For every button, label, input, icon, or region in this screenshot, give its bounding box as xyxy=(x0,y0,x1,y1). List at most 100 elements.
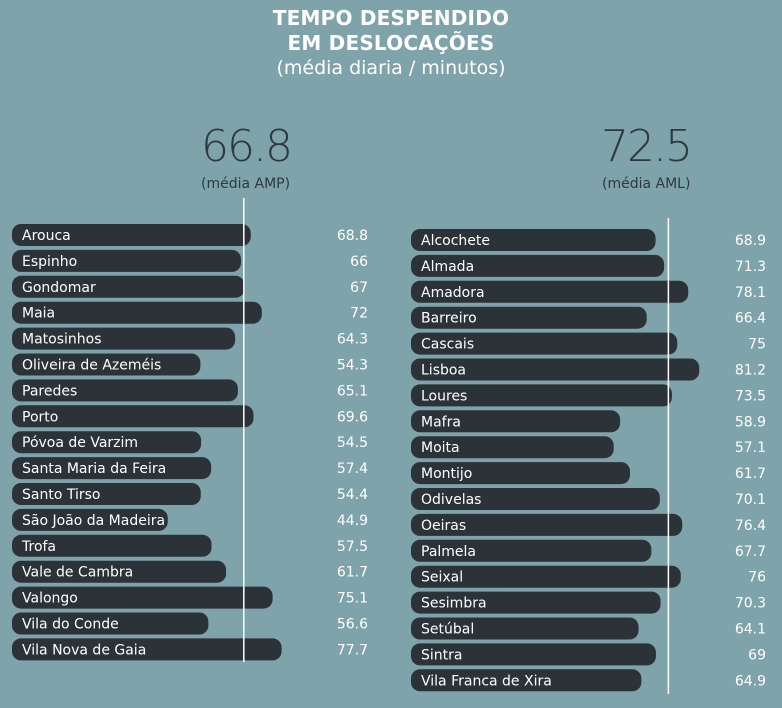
amp-bar-value-label: 44.9 xyxy=(337,513,368,529)
aml-bar xyxy=(411,436,614,459)
amp-average-label: (média AMP) xyxy=(201,176,291,192)
aml-bar-category-label: Almada xyxy=(421,259,474,275)
aml-bar-value-label: 69 xyxy=(748,647,766,663)
amp-bar-chart: Arouca 68.8 Espinho 66 Gondomar 67 Maia 72 Matos… xyxy=(12,198,368,662)
aml-bar-value-label: 73.5 xyxy=(735,388,766,404)
amp-bar-value-label: 67 xyxy=(350,280,368,296)
aml-bar-category-label: Mafra xyxy=(421,414,461,430)
amp-bar xyxy=(12,638,282,661)
amp-bar xyxy=(12,431,202,454)
amp-bar-value-label: 77.7 xyxy=(337,642,368,658)
aml-bar xyxy=(411,410,621,433)
aml-bar-value-label: 70.1 xyxy=(735,492,766,508)
aml-bar xyxy=(411,513,683,536)
aml-bar-category-label: Loures xyxy=(421,388,467,404)
aml-bar-value-label: 75 xyxy=(748,337,766,353)
amp-bar-value-label: 68.8 xyxy=(337,228,368,244)
amp-bar-value-label: 54.3 xyxy=(337,358,368,374)
aml-bar xyxy=(411,617,639,640)
aml-bar-value-label: 64.1 xyxy=(735,622,766,638)
amp-bar-category-label: Vila Nova de Gaia xyxy=(22,642,146,658)
amp-bar-value-label: 56.6 xyxy=(337,617,368,633)
amp-bar xyxy=(12,224,251,246)
aml-average-value: 72.5 xyxy=(601,121,693,172)
aml-bar-category-label: Alcochete xyxy=(421,233,490,249)
amp-bar xyxy=(12,379,238,402)
amp-bar xyxy=(12,457,212,480)
amp-bar xyxy=(12,327,236,350)
chart-title-line-2: EM DESLOCAÇÕES xyxy=(287,31,495,55)
amp-bar-category-label: Oliveira de Azeméis xyxy=(22,358,161,374)
amp-bar-value-label: 64.3 xyxy=(337,332,368,348)
aml-bar-value-label: 61.7 xyxy=(735,466,766,482)
amp-bar-category-label: Valongo xyxy=(22,591,78,607)
amp-bar xyxy=(12,353,201,376)
aml-bar-value-label: 78.1 xyxy=(735,285,766,301)
amp-bar xyxy=(12,612,209,635)
aml-bar-value-label: 68.9 xyxy=(735,233,766,249)
aml-bar-value-label: 66.4 xyxy=(735,311,766,327)
aml-bar xyxy=(411,643,656,666)
aml-bar-value-label: 67.7 xyxy=(735,544,766,560)
amp-bar xyxy=(12,560,227,583)
amp-bar-category-label: Santo Tirso xyxy=(22,487,100,503)
aml-bar xyxy=(411,384,672,407)
amp-bar-category-label: Paredes xyxy=(22,383,77,399)
aml-bar-category-label: Sesimbra xyxy=(421,596,487,612)
aml-bar xyxy=(411,539,652,562)
aml-bar-category-label: Setúbal xyxy=(421,622,474,638)
aml-bar-value-label: 64.9 xyxy=(735,673,766,689)
aml-bar-category-label: Oeiras xyxy=(421,518,466,534)
amp-bar-category-label: Arouca xyxy=(22,228,71,244)
amp-bar-value-label: 65.1 xyxy=(337,383,368,399)
amp-bar-value-label: 54.4 xyxy=(337,487,368,503)
aml-bar xyxy=(411,488,660,510)
amp-bar-category-label: São João da Madeira xyxy=(22,513,165,529)
aml-bar-category-label: Montijo xyxy=(421,466,472,482)
amp-bar-value-label: 54.5 xyxy=(337,435,368,451)
amp-bar-value-label: 69.6 xyxy=(337,409,368,425)
amp-bar xyxy=(12,249,242,272)
amp-bar-value-label: 75.1 xyxy=(337,591,368,607)
aml-bar xyxy=(411,280,689,303)
aml-bar xyxy=(411,306,647,329)
amp-bar xyxy=(12,586,273,609)
aml-bar-category-label: Odivelas xyxy=(421,492,481,508)
aml-bar xyxy=(411,254,665,277)
amp-bar-category-label: Santa Maria da Feira xyxy=(22,461,166,477)
aml-bar-category-label: Cascais xyxy=(421,337,474,353)
amp-average-value: 66.8 xyxy=(201,121,293,172)
amp-bar xyxy=(12,508,168,531)
aml-bar-category-label: Lisboa xyxy=(421,363,466,379)
amp-bar-value-label: 72 xyxy=(350,306,368,322)
amp-bar-category-label: Trofa xyxy=(21,539,56,555)
aml-bar-category-label: Barreiro xyxy=(421,311,477,327)
amp-bar xyxy=(12,483,201,505)
aml-bar-value-label: 76 xyxy=(748,570,766,586)
aml-bar xyxy=(411,332,678,355)
aml-bar-value-label: 81.2 xyxy=(735,363,766,379)
aml-bar xyxy=(411,565,681,588)
aml-bar-value-label: 71.3 xyxy=(735,259,766,275)
amp-bar-value-label: 61.7 xyxy=(337,565,368,581)
aml-bar-value-label: 76.4 xyxy=(735,518,766,534)
amp-bar-value-label: 66 xyxy=(350,254,368,270)
aml-bar-value-label: 58.9 xyxy=(735,414,766,430)
aml-bar xyxy=(411,591,661,614)
chart-title-block: TEMPO DESPENDIDO EM DESLOCAÇÕES (média d… xyxy=(0,6,782,80)
aml-bar xyxy=(411,462,631,485)
aml-bar xyxy=(411,358,700,381)
aml-bar xyxy=(411,229,656,251)
amp-bar xyxy=(12,301,262,324)
aml-bar xyxy=(411,669,642,692)
amp-bar-category-label: Espinho xyxy=(22,254,77,270)
amp-bar-category-label: Matosinhos xyxy=(22,332,102,348)
amp-bar-category-label: Porto xyxy=(22,409,58,425)
amp-bar xyxy=(12,275,245,298)
aml-bar-value-label: 70.3 xyxy=(735,596,766,612)
amp-bar xyxy=(12,405,254,428)
amp-bar-category-label: Vale de Cambra xyxy=(22,565,133,581)
amp-bar-category-label: Maia xyxy=(22,306,55,322)
aml-bar-category-label: Seixal xyxy=(421,570,463,586)
